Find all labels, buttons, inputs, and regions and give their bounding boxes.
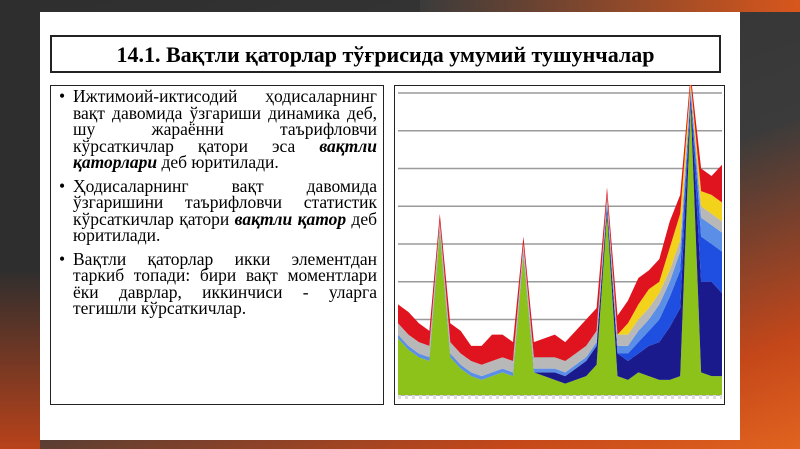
slide-title: 14.1. Вақтли қаторлар тўғрисида умумий т… bbox=[50, 35, 721, 73]
bullet: Ижтимоий-иктисодий ҳодисаларнинг вақт да… bbox=[59, 86, 377, 172]
text: Ҳодисаларнинг вақт давомида ўзгаришини т… bbox=[73, 175, 377, 229]
decor bbox=[0, 0, 40, 449]
bullet: Ҳодисаларнинг вақт давомида ўзгаришини т… bbox=[59, 175, 378, 245]
text-box: Ижтимоий-иктисодий ҳодисаларнинг вақт да… bbox=[50, 85, 384, 405]
text: деб юритилади. bbox=[73, 208, 378, 245]
area bbox=[398, 104, 722, 395]
text: Вақтли қаторлар икки элементдан таркиб т… bbox=[73, 248, 377, 318]
slide: 14.1. Вақтли қаторлар тўғрисида умумий т… bbox=[40, 12, 740, 440]
area bbox=[398, 96, 722, 384]
emphasis: вақтли қаторлари bbox=[73, 135, 377, 172]
chart bbox=[394, 85, 725, 405]
text: деб юритилади. bbox=[157, 152, 279, 172]
bullet: Вақтли қаторлар икки элементдан таркиб т… bbox=[59, 248, 377, 318]
emphasis: вақтли қатор bbox=[234, 208, 347, 229]
decor bbox=[420, 0, 800, 12]
area bbox=[398, 85, 722, 365]
text: Ижтимоий-иктисодий ҳодисаларнинг вақт да… bbox=[73, 86, 377, 156]
